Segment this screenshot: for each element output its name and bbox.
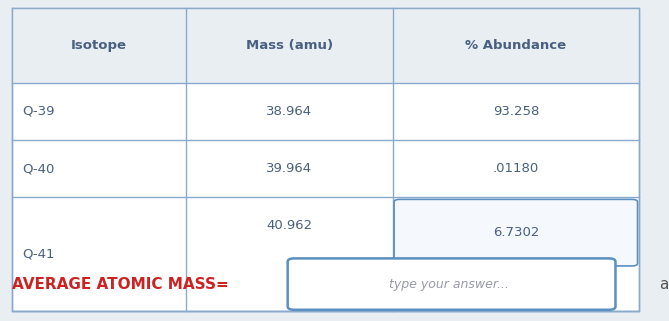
Bar [0, 308, 669, 321]
Text: Q-41: Q-41 [22, 248, 55, 261]
Text: 40.962: 40.962 [266, 219, 312, 232]
Text: .01180: .01180 [492, 162, 539, 175]
Bar [12, 8, 639, 83]
FancyBboxPatch shape [288, 258, 615, 310]
Text: 39.964: 39.964 [266, 162, 312, 175]
Text: type your answer...: type your answer... [389, 278, 508, 291]
Text: Isotope: Isotope [71, 39, 127, 52]
Text: 38.964: 38.964 [266, 105, 312, 118]
Text: Q-40: Q-40 [22, 162, 54, 175]
Text: Q-39: Q-39 [22, 105, 55, 118]
Text: % Abundance: % Abundance [465, 39, 567, 52]
FancyBboxPatch shape [394, 199, 638, 266]
Text: 6.7302: 6.7302 [492, 226, 539, 239]
Text: Mass (amu): Mass (amu) [246, 39, 333, 52]
Text: AVERAGE ATOMIC MASS=: AVERAGE ATOMIC MASS= [12, 277, 229, 291]
Text: 93.258: 93.258 [492, 105, 539, 118]
Text: a: a [660, 277, 669, 291]
